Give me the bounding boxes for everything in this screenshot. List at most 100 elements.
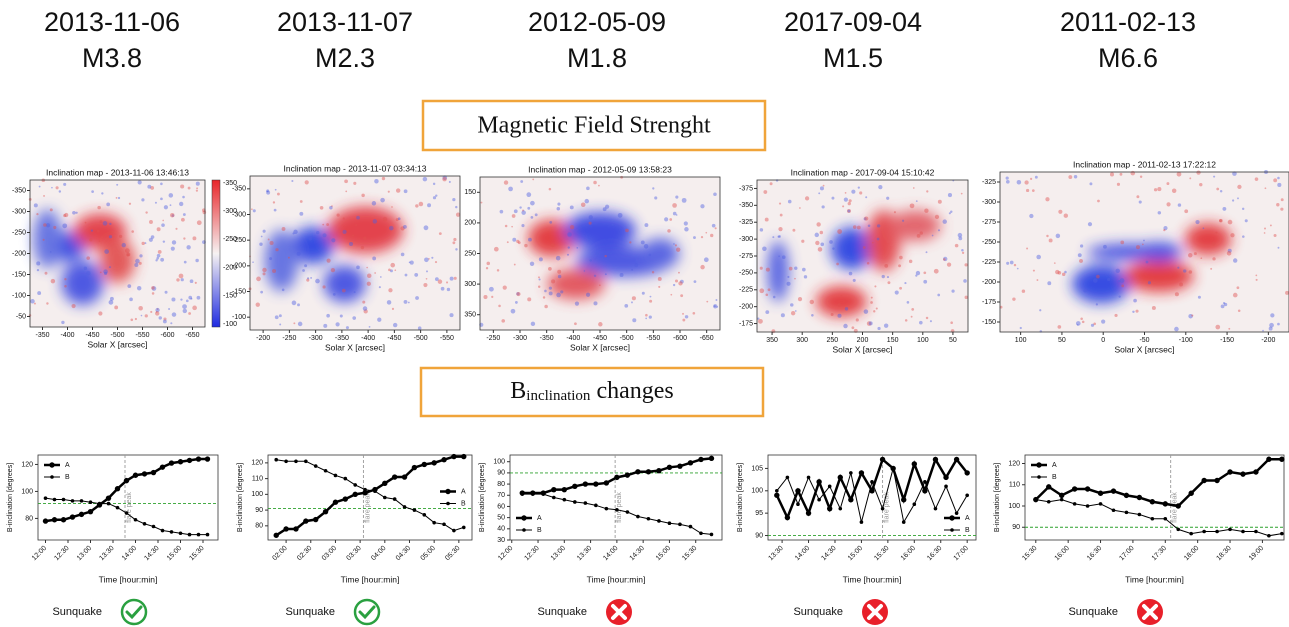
x-tick-label: 13:30 [98, 545, 115, 562]
data-point [78, 511, 85, 518]
field-speck [684, 227, 689, 232]
field-speck [700, 264, 705, 270]
field-speck [496, 269, 500, 272]
field-speck [323, 323, 328, 328]
field-speck [108, 266, 112, 269]
data-point [837, 474, 843, 481]
field-speck [292, 232, 295, 235]
plot-frame [267, 454, 473, 541]
field-speck [362, 306, 368, 311]
x-tick-label: 12:30 [53, 545, 70, 562]
field-speck [693, 280, 697, 283]
field-speck [155, 311, 158, 313]
field-speck [1171, 188, 1177, 193]
field-speck [63, 182, 67, 186]
field-blob [564, 212, 636, 249]
field-speck [272, 201, 276, 204]
colorbar-tick-label: -350 [223, 180, 237, 187]
field-blob [61, 260, 104, 305]
data-point [195, 456, 202, 462]
data-point [698, 456, 704, 463]
data-point [1085, 504, 1090, 508]
data-point [402, 505, 407, 509]
data-point [1071, 486, 1078, 492]
map-title: Inclination map - 2011-02-13 17:22:12 [1073, 159, 1216, 169]
field-speck [598, 184, 600, 187]
map-x-tick-label: -350 [335, 335, 349, 342]
field-speck [899, 286, 902, 290]
field-speck [836, 262, 839, 266]
field-speck [556, 292, 561, 298]
field-speck [919, 320, 923, 325]
field-speck [711, 223, 716, 228]
field-speck [423, 225, 429, 231]
field-speck [657, 277, 662, 281]
field-speck [138, 305, 143, 311]
field-speck [400, 226, 405, 231]
field-speck [915, 270, 921, 276]
field-speck [580, 202, 586, 208]
map-x-tick-label: -600 [673, 335, 687, 342]
field-speck [961, 249, 964, 252]
date: 2017-09-04 [784, 7, 922, 37]
field-speck [151, 292, 155, 295]
field-speck [605, 204, 610, 209]
x-tick-label: 12:00 [497, 545, 514, 562]
field-speck [44, 271, 48, 275]
data-point [530, 492, 535, 496]
field-speck [682, 318, 686, 322]
field-blob [1135, 242, 1183, 262]
field-speck [679, 279, 684, 284]
data-point [322, 508, 329, 515]
data-point [132, 472, 139, 478]
map-x-tick-label: -450 [85, 332, 99, 339]
field-speck [1021, 289, 1026, 293]
field-speck [58, 190, 62, 193]
field-speck [840, 294, 843, 297]
field-speck [1188, 270, 1193, 274]
field-speck [1081, 320, 1085, 324]
field-speck [852, 278, 856, 282]
field-speck [851, 326, 855, 330]
field-speck [906, 301, 910, 304]
data-point [541, 492, 546, 496]
field-speck [842, 205, 845, 208]
field-speck [1061, 272, 1066, 277]
legend-label: B [65, 474, 70, 481]
field-speck [326, 313, 330, 318]
map-field [33, 209, 135, 305]
field-speck [260, 235, 263, 238]
field-speck [1212, 257, 1216, 261]
map-x-tick-label: -500 [620, 335, 634, 342]
data-point [362, 490, 368, 496]
field-speck [394, 269, 397, 272]
map-x-label: Solar X [arcsec] [1115, 344, 1175, 354]
field-speck [851, 189, 856, 194]
field-speck [674, 244, 677, 247]
colorbar-tick-label: -100 [223, 321, 237, 328]
field-speck [526, 192, 532, 198]
field-speck [452, 241, 456, 245]
map-x-label: Solar X [arcsec] [570, 342, 630, 352]
data-point [593, 481, 599, 487]
field-speck [506, 241, 509, 244]
field-speck [876, 237, 880, 241]
field-speck [316, 230, 320, 235]
field-speck [521, 224, 525, 228]
map-x-tick-label: 250 [827, 337, 839, 344]
field-speck [330, 267, 336, 273]
field-speck [160, 197, 163, 201]
field-speck [946, 262, 952, 267]
field-speck [381, 176, 386, 181]
data-point [332, 499, 339, 505]
check-mark [358, 605, 376, 620]
field-speck [432, 182, 436, 186]
field-speck [765, 267, 770, 272]
field-speck [817, 247, 823, 252]
field-speck [37, 291, 42, 296]
data-point [383, 495, 387, 500]
field-speck [491, 295, 494, 299]
field-speck [109, 222, 112, 226]
field-speck [1285, 290, 1289, 295]
field-speck [274, 315, 279, 320]
